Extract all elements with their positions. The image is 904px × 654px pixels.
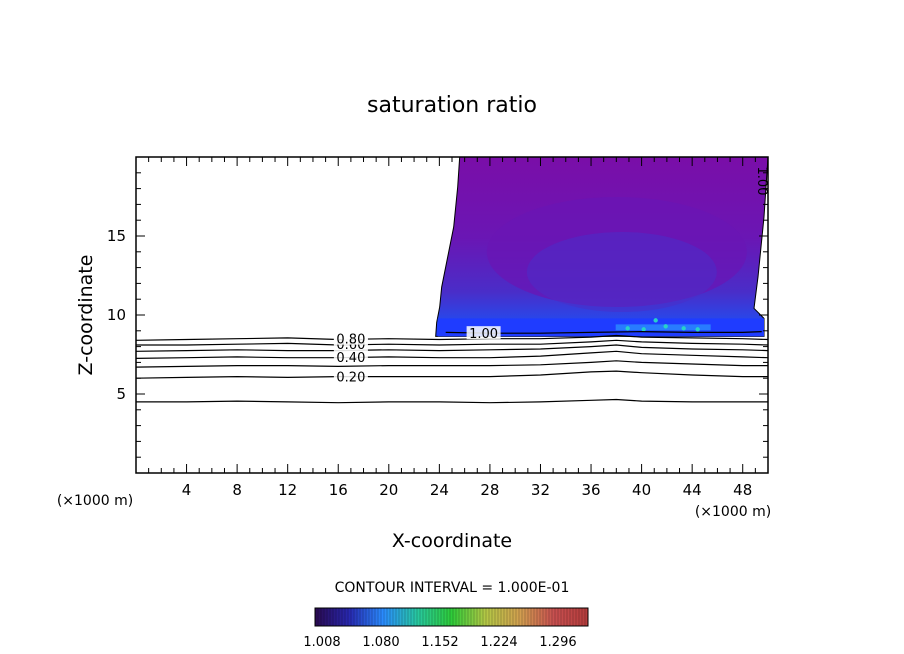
x-axis-label: X-coordinate	[392, 530, 512, 552]
x-unit-label-right: (×1000 m)	[695, 504, 771, 520]
x-tick-labels: 4 8 12 16 20 24 28 32 36 40 44 48	[182, 481, 752, 499]
contour-line	[136, 350, 768, 359]
shade-speck	[625, 326, 630, 331]
x-unit-label-left: (×1000 m)	[57, 493, 133, 509]
shade-speck	[641, 327, 646, 332]
y-tick-label: 15	[107, 227, 126, 245]
shade-speck	[695, 327, 700, 332]
shade-speck	[681, 326, 686, 331]
y-tick-labels: 5 10 15	[107, 227, 126, 403]
contour-label-bg	[333, 349, 368, 363]
saturation-shading	[435, 157, 768, 337]
contour-line	[136, 360, 768, 368]
contour-label: 0.20	[336, 371, 365, 386]
colorbar-tick-labels: 1.008 1.080 1.152 1.224 1.296	[303, 635, 576, 650]
chart-title: saturation ratio	[367, 93, 537, 118]
x-tick-label: 24	[430, 481, 449, 499]
base-highlight	[615, 324, 711, 331]
x-tick-label: 36	[581, 481, 600, 499]
x-tick-label: 48	[733, 481, 752, 499]
y-tick-label: 5	[116, 385, 126, 403]
colorbar-tick-label: 1.008	[303, 635, 340, 650]
contour-labels: 0.200.400.600.80 1.001.00	[333, 167, 769, 386]
inner-shade	[526, 232, 717, 312]
x-tick-label: 40	[632, 481, 651, 499]
x-tick-label: 12	[278, 481, 297, 499]
y-axis-label: Z-coordinate	[75, 255, 97, 376]
contour-line	[136, 398, 768, 404]
colorbar-tick-label: 1.224	[480, 635, 517, 650]
colorbar-tick-label: 1.296	[539, 635, 576, 650]
colorbar	[314, 607, 589, 627]
x-tick-label: 32	[531, 481, 550, 499]
x-tick-label: 20	[379, 481, 398, 499]
contour-label: 0.80	[336, 333, 365, 348]
contour-line	[136, 344, 768, 352]
shade-speck	[663, 324, 668, 329]
contour-label-bg	[333, 331, 368, 345]
x-tick-label: 16	[329, 481, 348, 499]
contour-line	[136, 370, 768, 379]
contour-line	[136, 339, 768, 346]
contour-interval-label: CONTOUR INTERVAL = 1.000E-01	[335, 580, 570, 596]
axis-ticks	[136, 157, 768, 473]
x-tick-label: 8	[232, 481, 242, 499]
colorbar-tick-label: 1.152	[421, 635, 458, 650]
contour-lines	[136, 330, 768, 404]
contour-label: 0.40	[336, 351, 365, 366]
shade-speck	[653, 318, 658, 323]
y-tick-label: 10	[107, 306, 126, 324]
contour-label-edge: 1.00	[754, 167, 769, 196]
contour-label-bg	[333, 369, 368, 383]
colorbar-tick-label: 1.080	[362, 635, 399, 650]
contour-label-bg	[466, 326, 501, 340]
contour-label: 1.00	[469, 327, 498, 342]
x-tick-label: 44	[683, 481, 702, 499]
x-tick-label: 28	[480, 481, 499, 499]
x-tick-label: 4	[182, 481, 192, 499]
